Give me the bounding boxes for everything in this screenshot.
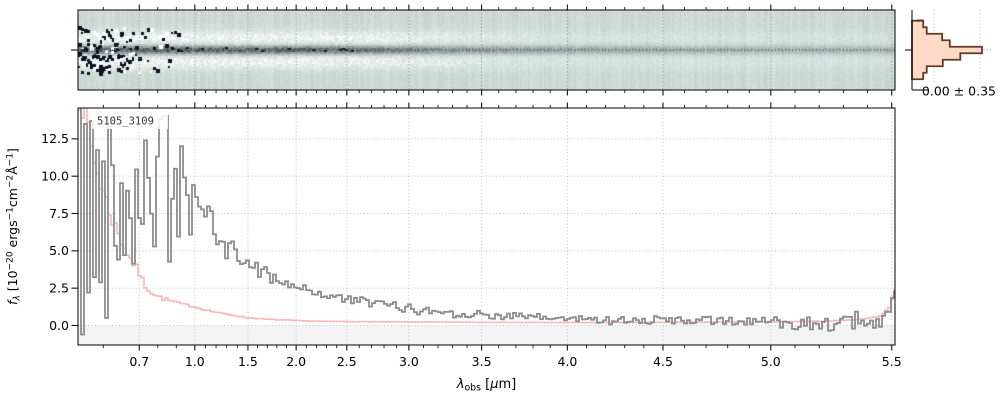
pixel-histogram-panel: 0.00 ± 0.35 [905,10,998,99]
noise-histogram [911,19,983,81]
y-tick-label: 0.0 [49,318,69,333]
spectrum-plot-panel: 5105_3109 0.7 1.0 1.5 2.0 2.5 3.0 3.5 4.0 4.5 5.0 5… [5,102,902,394]
top-2d-spectrum-panel [71,4,896,96]
y-tick-label: 7.5 [49,206,69,221]
spectrum-lines [78,108,895,336]
x-axis-label: λobs [μm] [456,377,516,394]
y-tick-label: 10.0 [41,168,69,183]
x-tick-label: 1.5 [238,354,258,369]
below-zero-shade [78,325,895,345]
spectrum-curve [80,108,895,336]
hist-annotation-bbox [928,84,998,98]
x-tick-label: 2.0 [286,354,306,369]
x-tick-label: 5.0 [761,354,781,369]
x-tick-label: 1.0 [185,354,205,369]
object-id-bbox [92,112,168,129]
bottom-panel-border [77,107,896,346]
x-tick-label: 4.0 [557,354,577,369]
object-id-label: 5105_3109 [97,116,154,128]
x-tick-label: 3.5 [472,354,492,369]
x-tick-label: 5.5 [882,354,902,369]
y-tick-label: 12.5 [41,131,69,146]
x-tick-label: 3.0 [399,354,419,369]
x-tick-label: 0.7 [129,354,149,369]
hist-stats-annotation: 0.00 ± 0.35 [922,84,996,99]
y-axis-label: fλ [10−20 ergs−1cm−2Å−1] [5,148,23,305]
y-tick-label: 2.5 [49,280,69,295]
x-tick-label: 4.5 [653,354,673,369]
y-tick-label: 5.0 [49,243,69,258]
x-tick-label: 2.5 [337,354,357,369]
